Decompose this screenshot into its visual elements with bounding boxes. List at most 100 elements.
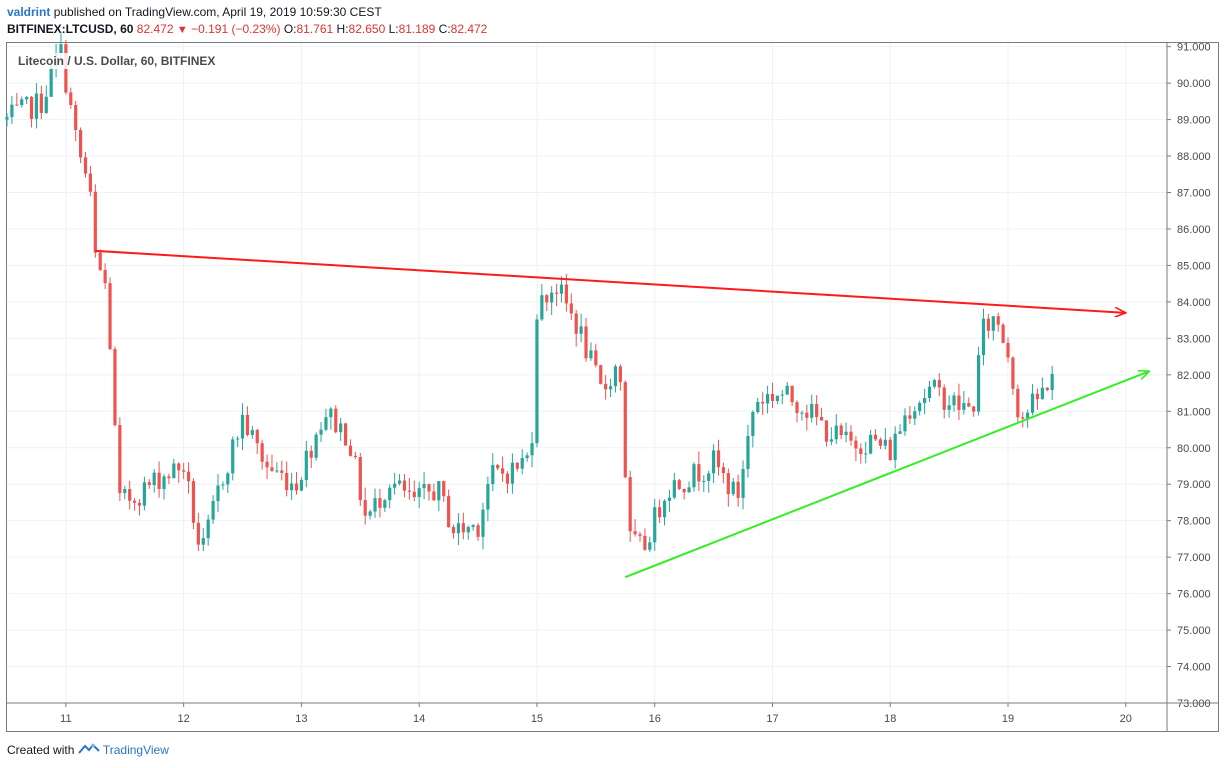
- candle-body: [721, 467, 726, 474]
- candle-body: [285, 472, 289, 491]
- candle-body: [191, 481, 196, 523]
- last-price: 82.472: [136, 22, 174, 36]
- candle-body: [854, 440, 858, 449]
- candle-body: [667, 497, 672, 501]
- candle-body: [172, 463, 176, 479]
- candle-body: [579, 326, 583, 334]
- candle-body: [1011, 357, 1015, 389]
- candle-body: [505, 473, 510, 484]
- x-tick-label: 20: [1120, 713, 1132, 725]
- candle-body: [510, 462, 515, 484]
- y-tick-label: 77.000: [1177, 552, 1211, 564]
- candle-body: [569, 303, 573, 314]
- candle-body: [638, 534, 642, 536]
- candle-body: [967, 403, 971, 407]
- y-tick-label: 79.000: [1177, 479, 1211, 491]
- candle-body: [334, 408, 338, 433]
- candles-group: [5, 33, 1054, 552]
- candle-body: [878, 439, 883, 446]
- candle-body: [824, 420, 829, 442]
- candle-body: [74, 104, 78, 130]
- candle-body: [702, 480, 706, 482]
- candle-body: [819, 416, 824, 421]
- resistance-trendline: [95, 249, 1125, 313]
- candle-body: [653, 507, 657, 543]
- low-label: L:: [388, 22, 399, 36]
- y-tick-label: 83.000: [1177, 333, 1211, 345]
- candle-body: [947, 405, 951, 410]
- candle-body: [765, 394, 770, 404]
- x-tick-label: 11: [60, 713, 71, 725]
- candle-body: [422, 484, 426, 489]
- candle-body: [348, 445, 353, 456]
- candle-body: [790, 385, 794, 403]
- candle-body: [481, 509, 485, 537]
- change-value: −0.191 (−0.23%): [191, 22, 281, 36]
- candle-body: [29, 96, 34, 119]
- candle-body: [589, 350, 593, 359]
- y-tick-label: 89.000: [1177, 115, 1211, 127]
- candle-body: [633, 531, 637, 535]
- candle-body: [250, 430, 254, 435]
- candle-body: [128, 488, 132, 501]
- candle-body: [545, 295, 549, 303]
- candle-body: [314, 434, 318, 458]
- candle-body: [265, 461, 269, 468]
- candle-body: [93, 191, 97, 253]
- candle-body: [393, 483, 397, 488]
- candle-body: [451, 527, 456, 534]
- candle-body: [1035, 393, 1040, 400]
- candle-body: [662, 500, 667, 518]
- candle-body: [358, 457, 362, 501]
- candle-body: [447, 496, 451, 528]
- candle-body: [25, 96, 29, 100]
- candle-body: [456, 523, 461, 534]
- support-trendline: [624, 371, 1149, 579]
- candle-body: [417, 488, 421, 498]
- footer-credit: Created with TradingView: [7, 743, 169, 757]
- candle-body: [236, 438, 240, 440]
- candle-body: [584, 326, 588, 359]
- trendlines-group: [95, 249, 1149, 579]
- y-tick-label: 82.000: [1177, 370, 1211, 382]
- open-value: 81.761: [296, 22, 334, 36]
- candle-body: [623, 382, 627, 478]
- candle-body: [574, 313, 578, 334]
- candle-body: [383, 500, 387, 508]
- candle-body: [996, 316, 1000, 325]
- candle-body: [761, 401, 765, 404]
- candle-body: [1030, 393, 1035, 413]
- y-tick-label: 85.000: [1177, 260, 1211, 272]
- x-tick-label: 14: [413, 713, 425, 725]
- candle-body: [643, 535, 647, 550]
- candle-body: [231, 439, 235, 474]
- candle-body: [1050, 373, 1054, 391]
- candle-body: [44, 96, 48, 113]
- candle-body: [476, 525, 480, 537]
- candle-body: [157, 472, 161, 489]
- candle-body: [770, 394, 775, 401]
- candle-body: [324, 417, 328, 430]
- candle-body: [1026, 412, 1030, 419]
- candle-body: [1006, 342, 1010, 358]
- candle-body: [98, 252, 102, 270]
- candle-body: [672, 480, 676, 498]
- candle-body: [932, 380, 937, 387]
- y-tick-label: 81.000: [1177, 406, 1211, 418]
- candle-body: [736, 481, 740, 498]
- candle-body: [402, 480, 407, 491]
- tradingview-brand-text[interactable]: TradingView: [102, 743, 169, 757]
- candle-body: [280, 470, 284, 473]
- candle-body: [564, 284, 568, 304]
- candle-body: [751, 412, 755, 436]
- publish-info: valdrint published on TradingView.com, A…: [7, 5, 382, 19]
- candle-body: [927, 386, 932, 399]
- candle-body: [903, 415, 907, 432]
- y-tick-label: 90.000: [1177, 78, 1211, 90]
- candle-body: [373, 498, 377, 512]
- candle-body: [442, 481, 446, 497]
- author-name[interactable]: valdrint: [7, 5, 51, 19]
- candle-body: [79, 129, 83, 158]
- candle-body: [88, 173, 93, 192]
